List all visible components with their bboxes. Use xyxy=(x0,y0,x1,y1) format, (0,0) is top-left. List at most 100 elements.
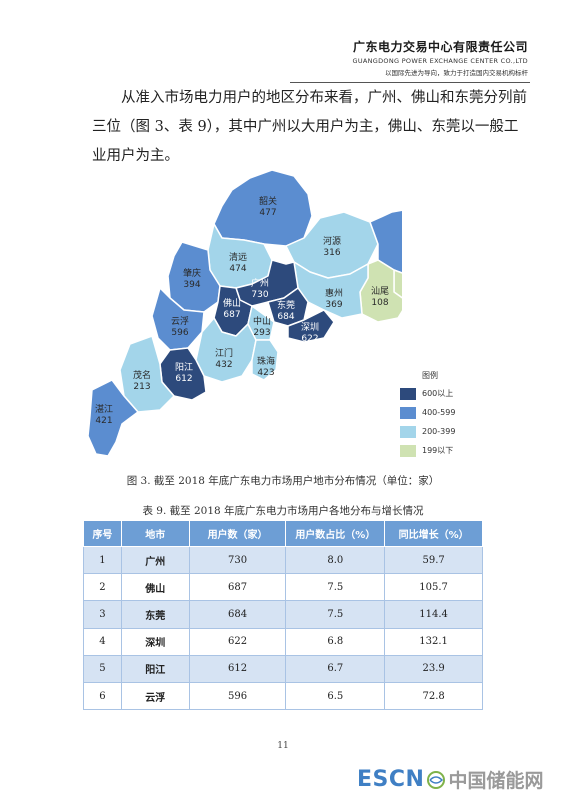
legend-title: 图例 xyxy=(422,371,438,380)
col-header-growth: 同比增长（%） xyxy=(384,520,483,547)
cell-users: 730 xyxy=(188,545,287,575)
cell-city: 深圳 xyxy=(120,627,190,656)
col-header-users: 用户数（家） xyxy=(188,520,287,547)
cell-city: 东莞 xyxy=(120,600,190,629)
cell-growth: 114.4 xyxy=(384,600,483,629)
region-name-label: 东莞 xyxy=(277,299,295,311)
cell-users: 612 xyxy=(188,654,287,683)
region-name-label: 广州 xyxy=(251,277,269,289)
cell-city: 阳江 xyxy=(120,654,190,683)
cell-city: 佛山 xyxy=(120,573,190,602)
legend-item: 400-599 xyxy=(400,404,480,421)
region-name-label: 河源 xyxy=(323,235,341,247)
region-value-label: 684 xyxy=(277,312,294,322)
cell-growth: 59.7 xyxy=(384,545,483,575)
page-number: 11 xyxy=(277,741,289,751)
body-paragraph: 从准入市场电力用户的地区分布来看，广州、佛山和东莞分列前三位（图 3、表 9），… xyxy=(92,90,527,164)
cell-index: 6 xyxy=(83,681,122,711)
cell-users: 596 xyxy=(188,681,287,711)
table-caption: 表 9. 截至 2018 年底广东电力市场用户各地分布与增长情况 xyxy=(142,505,424,517)
cell-share: 6.7 xyxy=(285,654,386,683)
region-maoming xyxy=(119,335,175,413)
col-header-share: 用户数占比（%） xyxy=(285,520,386,547)
region-name-label: 茂名 xyxy=(133,369,151,381)
figure-caption: 图 3. 截至 2018 年底广东电力市场用户地市分布情况（单位：家） xyxy=(126,475,440,487)
region-name-label: 惠州 xyxy=(325,287,343,299)
region-value-label: 596 xyxy=(171,328,188,338)
region-value-label: 108 xyxy=(371,298,388,308)
legend-label: 199以下 xyxy=(422,446,454,455)
legend-item: 200-399 xyxy=(400,423,480,440)
region-name-label: 湛江 xyxy=(95,404,113,415)
region-value-label: 612 xyxy=(175,374,192,384)
legend-swatch xyxy=(400,406,416,419)
legend-swatch xyxy=(400,387,416,400)
legend-label: 400-599 xyxy=(422,408,456,417)
legend-label: 200-399 xyxy=(422,427,456,436)
watermark-brand: ESCN xyxy=(357,767,425,792)
region-shenzhen xyxy=(287,309,335,343)
region-zhuhai xyxy=(251,339,279,381)
table-row: 4 深圳 622 6.8 132.1 xyxy=(83,627,483,656)
company-name-cn: 广东电力交易中心有限责任公司 xyxy=(352,40,528,54)
cell-users: 687 xyxy=(188,573,287,602)
region-value-label: 477 xyxy=(259,208,276,218)
region-name-label: 阳江 xyxy=(175,362,193,373)
legend-item: 199以下 xyxy=(400,442,480,459)
cell-share: 7.5 xyxy=(285,573,386,602)
region-value-label: 687 xyxy=(223,310,240,320)
region-name-label: 中山 xyxy=(253,315,271,327)
region-dongguan xyxy=(267,287,309,327)
legend-swatch xyxy=(400,425,416,438)
region-name-label: 韶关 xyxy=(259,195,277,207)
cell-growth: 23.9 xyxy=(384,654,483,683)
region-value-label: 213 xyxy=(133,382,150,392)
region-value-label: 316 xyxy=(323,248,340,258)
table-row: 6 云浮 596 6.5 72.8 xyxy=(83,681,483,711)
watermark: ESCN 中国储能网 xyxy=(357,766,543,793)
region-name-label: 汕尾 xyxy=(371,286,389,297)
table-row: 3 东莞 684 7.5 114.4 xyxy=(83,600,483,629)
legend-swatch xyxy=(400,444,416,457)
region-name-label: 云浮 xyxy=(171,315,189,327)
table-row: 5 阳江 612 6.7 23.9 xyxy=(83,654,483,683)
region-value-label: 421 xyxy=(95,416,112,426)
guangdong-map: 韶关477清远474河源316梅州372潮州131揭阳274汕头520汕尾108… xyxy=(87,169,402,457)
watermark-site: 中国储能网 xyxy=(448,770,544,792)
cell-share: 7.5 xyxy=(285,600,386,629)
region-name-label: 清远 xyxy=(229,251,247,263)
company-name-en: GUANGDONG POWER EXCHANGE CENTER CO.,LTD xyxy=(352,57,528,65)
cell-index: 4 xyxy=(83,627,122,656)
cell-index: 3 xyxy=(83,600,122,629)
region-meizhou xyxy=(369,209,402,274)
cell-share: 6.5 xyxy=(285,681,386,711)
region-value-label: 432 xyxy=(215,360,232,370)
cell-growth: 105.7 xyxy=(384,573,483,602)
user-distribution-table: 序号 地市 用户数（家） 用户数占比（%） 同比增长（%） 1 广州 730 8… xyxy=(83,520,483,711)
region-value-label: 474 xyxy=(229,264,246,274)
col-header-city: 地市 xyxy=(120,520,190,547)
table-row: 1 广州 730 8.0 59.7 xyxy=(83,545,483,575)
cell-growth: 72.8 xyxy=(384,681,483,711)
region-value-label: 369 xyxy=(325,300,342,310)
region-value-label: 622 xyxy=(301,334,318,344)
table-row: 2 佛山 687 7.5 105.7 xyxy=(83,573,483,602)
region-zhanjiang xyxy=(87,379,139,457)
col-header-index: 序号 xyxy=(83,520,122,547)
legend-label: 600以上 xyxy=(422,389,454,398)
legend-item: 600以上 xyxy=(400,385,480,402)
cell-index: 1 xyxy=(83,545,122,575)
cell-users: 622 xyxy=(188,627,287,656)
company-slogan: 以国际先进为导向，致力于打造国内交易机构标杆 xyxy=(385,69,528,77)
globe-icon xyxy=(427,770,446,789)
region-value-label: 730 xyxy=(251,290,268,300)
map-legend: 图例 600以上 400-599 200-399 199以下 xyxy=(400,370,480,461)
cell-index: 2 xyxy=(83,573,122,602)
region-name-label: 佛山 xyxy=(223,297,241,309)
region-value-label: 423 xyxy=(257,368,274,378)
cell-city: 云浮 xyxy=(120,681,190,711)
cell-share: 6.8 xyxy=(285,627,386,656)
region-name-label: 珠海 xyxy=(257,355,275,367)
cell-share: 8.0 xyxy=(285,545,386,575)
region-yunfu xyxy=(151,287,205,351)
